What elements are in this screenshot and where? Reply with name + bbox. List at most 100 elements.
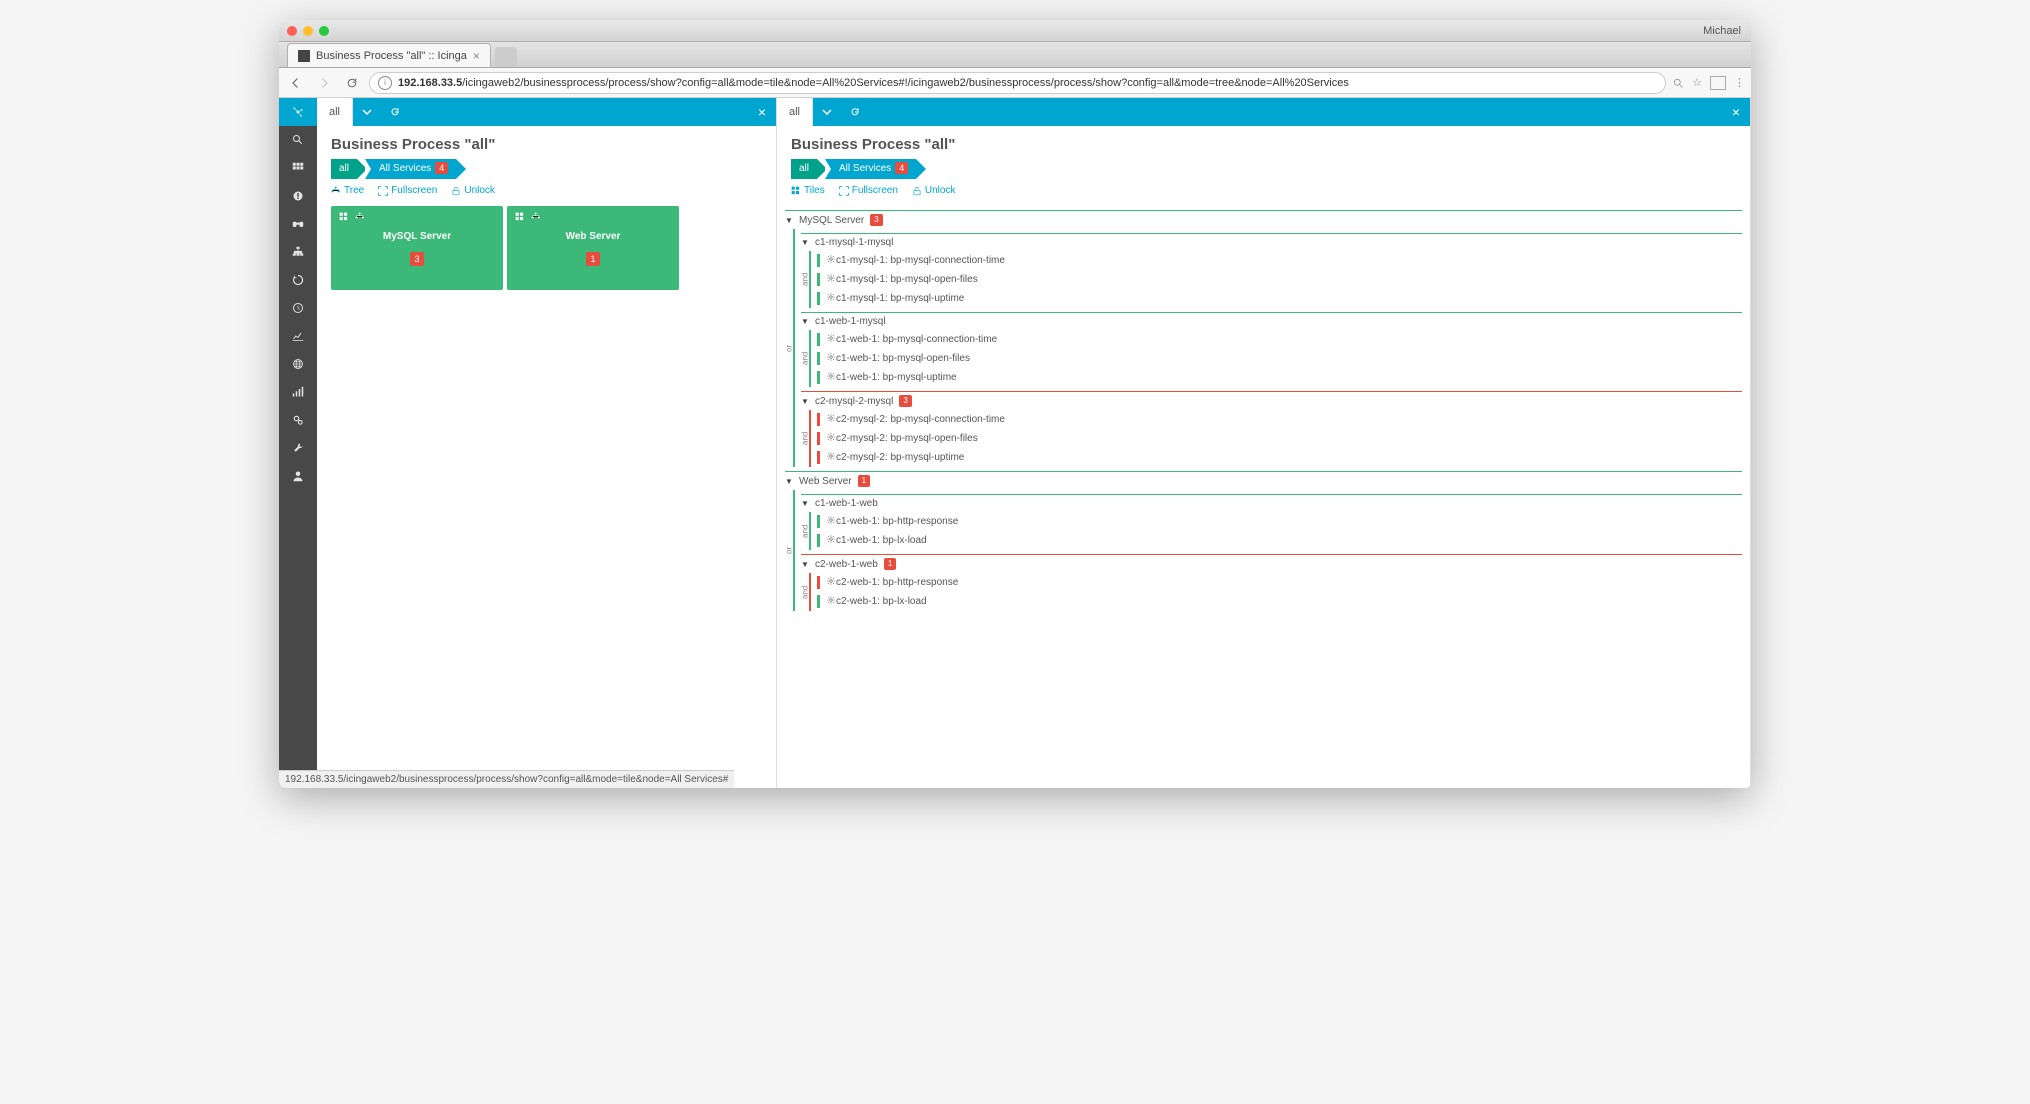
service-label: c1-mysql-1: bp-mysql-open-files bbox=[836, 274, 978, 285]
service-label: c1-mysql-1: bp-mysql-uptime bbox=[836, 293, 964, 304]
service-row[interactable]: c1-web-1: bp-mysql-uptime bbox=[817, 368, 1742, 387]
minimize-window-button[interactable] bbox=[303, 26, 313, 36]
forward-button[interactable] bbox=[313, 72, 335, 94]
tree-node-header[interactable]: c2-mysql-2-mysql 3 bbox=[801, 392, 1742, 410]
service-row[interactable]: c1-mysql-1: bp-mysql-connection-time bbox=[817, 251, 1742, 270]
reload-button[interactable] bbox=[341, 72, 363, 94]
mac-user-label: Michael bbox=[1703, 25, 1741, 37]
nav-signal-icon[interactable] bbox=[279, 378, 317, 406]
tree-icon bbox=[531, 212, 541, 222]
pane-tabs: all × bbox=[317, 98, 776, 126]
process-tile[interactable]: MySQL Server 3 bbox=[331, 206, 503, 290]
nav-alert-icon[interactable] bbox=[279, 182, 317, 210]
service-label: c2-web-1: bp-lx-load bbox=[836, 596, 927, 607]
tree-node-header[interactable]: c1-mysql-1-mysql bbox=[801, 234, 1742, 251]
node-label: c1-web-1-web bbox=[815, 498, 878, 509]
service-row[interactable]: c1-web-1: bp-mysql-connection-time bbox=[817, 330, 1742, 349]
process-tile[interactable]: Web Server 1 bbox=[507, 206, 679, 290]
service-row[interactable]: c1-mysql-1: bp-mysql-open-files bbox=[817, 270, 1742, 289]
url-bar[interactable]: i 192.168.33.5/icingaweb2/businessproces… bbox=[369, 72, 1666, 94]
search-in-page-icon[interactable] bbox=[1672, 76, 1684, 88]
service-row[interactable]: c2-mysql-2: bp-mysql-uptime bbox=[817, 448, 1742, 467]
gear-icon bbox=[826, 413, 836, 426]
service-row[interactable]: c2-mysql-2: bp-mysql-connection-time bbox=[817, 410, 1742, 429]
service-label: c1-web-1: bp-http-response bbox=[836, 516, 958, 527]
browser-tab[interactable]: Business Process "all" :: Icinga × bbox=[287, 43, 491, 67]
status-bar-icon bbox=[817, 432, 820, 445]
extensions-icon[interactable] bbox=[1710, 76, 1726, 90]
nav-grid-icon[interactable] bbox=[279, 154, 317, 182]
service-row[interactable]: c2-mysql-2: bp-mysql-open-files bbox=[817, 429, 1742, 448]
service-row[interactable]: c2-web-1: bp-lx-load bbox=[817, 592, 1742, 611]
caret-icon bbox=[801, 559, 811, 570]
nav-wrench-icon[interactable] bbox=[279, 434, 317, 462]
pane-close-button[interactable]: × bbox=[1722, 104, 1750, 120]
service-row[interactable]: c1-web-1: bp-lx-load bbox=[817, 531, 1742, 550]
pane-refresh-button[interactable] bbox=[381, 98, 409, 126]
action-label: Tree bbox=[344, 185, 364, 196]
service-row[interactable]: c1-mysql-1: bp-mysql-uptime bbox=[817, 289, 1742, 308]
caret-icon bbox=[801, 316, 811, 327]
action-unlock[interactable]: Unlock bbox=[912, 185, 956, 196]
page-title: Business Process "all" bbox=[777, 126, 1750, 159]
action-tree[interactable]: Tree bbox=[331, 185, 364, 196]
tree-node-header[interactable]: c1-web-1-mysql bbox=[801, 313, 1742, 330]
pane-dropdown-button[interactable] bbox=[353, 98, 381, 126]
app-frame: all × Business Process "all" all All Serv… bbox=[279, 98, 1751, 788]
service-label: c1-web-1: bp-lx-load bbox=[836, 535, 927, 546]
browser-window: Michael Business Process "all" :: Icinga… bbox=[279, 20, 1751, 788]
maximize-window-button[interactable] bbox=[319, 26, 329, 36]
service-row[interactable]: c1-web-1: bp-mysql-open-files bbox=[817, 349, 1742, 368]
badge: 1 bbox=[884, 558, 896, 570]
nav-spin-icon[interactable] bbox=[279, 266, 317, 294]
action-bar: Tree Fullscreen Unlock bbox=[317, 185, 776, 206]
service-row[interactable]: c2-web-1: bp-http-response bbox=[817, 573, 1742, 592]
nav-gears-icon[interactable] bbox=[279, 406, 317, 434]
status-bar-icon bbox=[817, 254, 820, 267]
breadcrumb-item[interactable]: All Services4 bbox=[365, 159, 456, 179]
nav-sitemap-icon[interactable] bbox=[279, 238, 317, 266]
badge: 3 bbox=[870, 214, 882, 226]
action-fullscreen[interactable]: Fullscreen bbox=[378, 185, 437, 196]
pane-left: all × Business Process "all" all All Serv… bbox=[317, 98, 777, 788]
operator-bar: or bbox=[785, 229, 795, 467]
caret-icon bbox=[785, 215, 795, 226]
bookmark-star-icon[interactable]: ☆ bbox=[1692, 76, 1702, 89]
close-window-button[interactable] bbox=[287, 26, 297, 36]
nav-user-icon[interactable] bbox=[279, 462, 317, 490]
nav-history-icon[interactable] bbox=[279, 294, 317, 322]
tree-node-header[interactable]: c1-web-1-web bbox=[801, 495, 1742, 512]
tile-name: MySQL Server bbox=[383, 231, 451, 242]
status-bar-icon bbox=[817, 534, 820, 547]
tab-close-button[interactable]: × bbox=[473, 49, 480, 63]
page-title: Business Process "all" bbox=[317, 126, 776, 159]
pane-refresh-button[interactable] bbox=[841, 98, 869, 126]
gear-icon bbox=[826, 576, 836, 589]
pane-tab[interactable]: all bbox=[317, 98, 353, 126]
nav-chart-icon[interactable] bbox=[279, 322, 317, 350]
nav-search-icon[interactable] bbox=[279, 126, 317, 154]
action-fullscreen[interactable]: Fullscreen bbox=[839, 185, 898, 196]
tree-node-header[interactable]: MySQL Server 3 bbox=[785, 211, 1742, 229]
pane-tab[interactable]: all bbox=[777, 98, 813, 126]
tree-node: c1-web-1-mysql and c1-web-1: bp-mysql-co… bbox=[801, 312, 1742, 387]
tiles-icon bbox=[515, 212, 525, 222]
pane-dropdown-button[interactable] bbox=[813, 98, 841, 126]
action-unlock[interactable]: Unlock bbox=[451, 185, 495, 196]
menu-icon[interactable]: ⋮ bbox=[1734, 76, 1745, 89]
breadcrumb-item[interactable]: all bbox=[331, 159, 357, 179]
pane-close-button[interactable]: × bbox=[748, 104, 776, 120]
breadcrumb-item[interactable]: all bbox=[791, 159, 817, 179]
new-tab-button[interactable] bbox=[495, 47, 517, 67]
tree-node-header[interactable]: Web Server 1 bbox=[785, 472, 1742, 490]
action-tiles[interactable]: Tiles bbox=[791, 185, 825, 196]
nav-globe-icon[interactable] bbox=[279, 350, 317, 378]
service-row[interactable]: c1-web-1: bp-http-response bbox=[817, 512, 1742, 531]
app-logo[interactable] bbox=[279, 98, 317, 126]
back-button[interactable] bbox=[285, 72, 307, 94]
nav-binoculars-icon[interactable] bbox=[279, 210, 317, 238]
breadcrumb-item[interactable]: All Services4 bbox=[825, 159, 916, 179]
service-label: c2-mysql-2: bp-mysql-connection-time bbox=[836, 414, 1005, 425]
tree-node-header[interactable]: c2-web-1-web 1 bbox=[801, 555, 1742, 573]
site-info-icon[interactable]: i bbox=[378, 76, 392, 90]
